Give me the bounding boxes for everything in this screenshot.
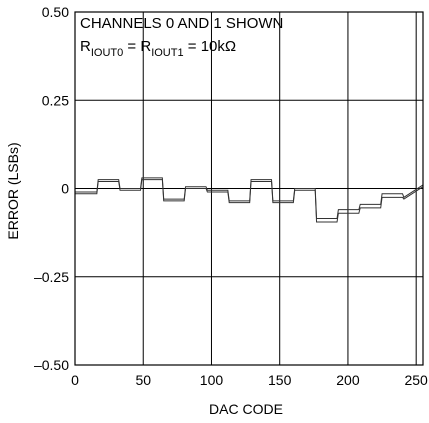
y-tick-label: 0.25 [42, 92, 69, 108]
x-tick-label: 250 [404, 372, 428, 388]
y-tick-label: –0.25 [34, 269, 69, 285]
annotation-line-2: RIOUT0 = RIOUT1 = 10kΩ [80, 38, 236, 59]
plot-frame [74, 11, 424, 366]
series-lines [75, 177, 424, 223]
y-tick-label: –0.50 [34, 357, 69, 373]
annotation-eq1: = R [123, 38, 151, 55]
tick-labels: 0 50 100 150 200 250 –0.50 –0.25 0 0.25 0.50 [34, 4, 428, 388]
annotation-sub2: IOUT1 [151, 47, 183, 59]
y-axis-label: ERROR (LSBs) [5, 142, 21, 239]
x-axis-label: DAC CODE [209, 401, 283, 417]
y-tick-label: 0 [61, 181, 69, 197]
annotation-line-1: CHANNELS 0 AND 1 SHOWN [80, 15, 283, 32]
x-tick-label: 150 [268, 372, 292, 388]
x-tick-label: 50 [135, 372, 151, 388]
x-tick-label: 100 [200, 372, 224, 388]
series-line-1 [75, 179, 424, 223]
y-tick-label: 0.50 [42, 4, 69, 20]
annotation-eq2: = 10kΩ [184, 38, 237, 55]
x-tick-label: 0 [71, 372, 79, 388]
annotation-r1: R [80, 38, 91, 55]
x-tick-label: 200 [336, 372, 360, 388]
annotation-sub1: IOUT0 [91, 47, 123, 59]
series-line-0 [75, 177, 424, 219]
